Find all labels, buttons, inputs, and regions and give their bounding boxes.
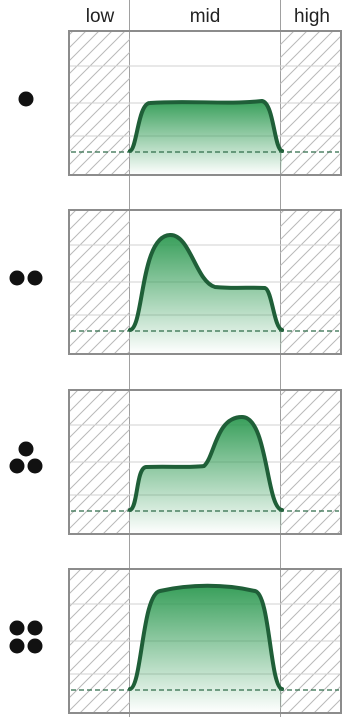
panel-frame [68,209,342,355]
column-label-low: low [86,6,115,27]
curve-fill [130,234,282,354]
panel-3 [9,389,342,535]
curve-fill [130,101,282,175]
panel-frame [68,568,342,714]
dot [27,458,43,474]
curve-line [128,415,284,512]
column-label-mid: mid [190,6,221,27]
dot [18,91,34,107]
dot-marker-4 [9,620,43,654]
panel-2 [9,209,342,355]
dot-marker-2 [9,270,43,286]
curve-fill [130,585,282,713]
panel-frame [68,30,342,176]
dot [9,270,25,286]
panel-1 [18,30,342,176]
dot [27,270,43,286]
column-label-high: high [294,6,330,27]
dot [9,638,25,654]
dot-marker-1 [18,91,34,107]
dot [9,458,25,474]
curve-fill [130,417,282,534]
dot [27,638,43,654]
dot-marker-3 [9,441,43,474]
panel-4 [9,568,342,714]
curve-line [128,583,284,691]
curve-line [128,99,284,153]
dot [18,441,34,457]
dot [27,620,43,636]
panel-frame [68,389,342,535]
curve-line [128,232,284,332]
dot [9,620,25,636]
